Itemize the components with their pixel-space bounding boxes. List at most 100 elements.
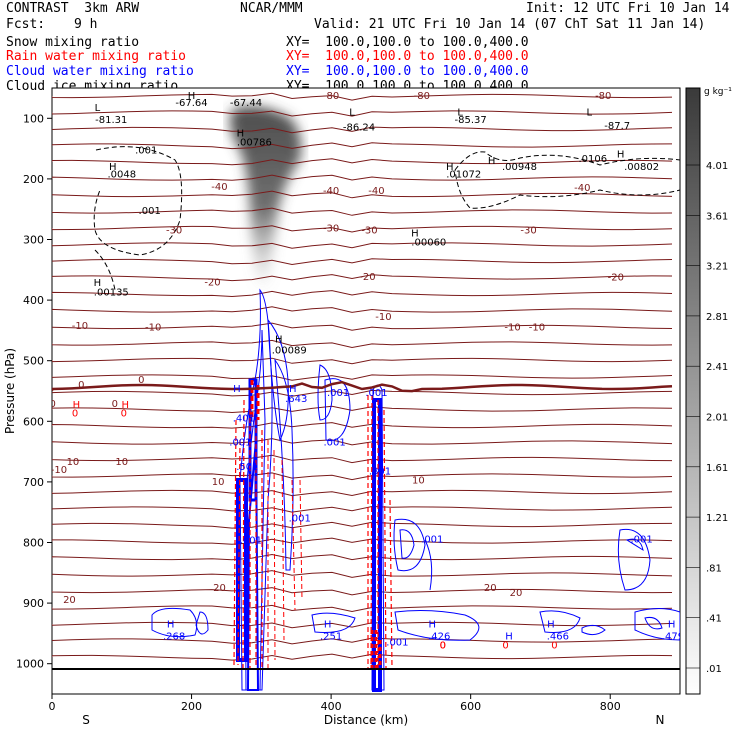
- extremum-label: H: [233, 384, 241, 395]
- extremum-label: H: [94, 278, 102, 289]
- isotherm-line: [52, 274, 673, 282]
- isotherm-line: [52, 290, 673, 298]
- field-xy-snow: XY= 100.0,100.0 to 100.0,400.0: [286, 35, 529, 50]
- extremum-label: .251: [320, 631, 342, 642]
- extremum-label: .001: [365, 388, 387, 399]
- isotherm-line: [52, 389, 673, 397]
- isotherm-line: [52, 570, 673, 578]
- colorbar-tick-label: 1.61: [706, 463, 728, 474]
- extremum-label: H: [122, 400, 130, 411]
- isotherm-line: [52, 92, 673, 101]
- contour-labels: -80 -80 -80 -40 -40 -40 -40 -30 -30 -30 -30 -20 -20 -…: [50, 91, 680, 652]
- valid-time: Valid: 21 UTC Fri 10 Jan 14 (07 ChT Sat …: [314, 17, 706, 32]
- extremum-label: .0048: [107, 170, 136, 181]
- rain-water-contours: [233, 380, 393, 669]
- temperature-label: 0: [50, 399, 56, 410]
- cloud-ice-contours: [93, 146, 680, 291]
- extremum-label: H: [505, 631, 513, 642]
- extremum-label: L: [95, 103, 101, 114]
- y-axis-title: Pressure (hPa): [3, 348, 17, 434]
- isotherm-line: [52, 126, 673, 134]
- isotherm-line: [52, 653, 673, 661]
- temperature-label: 20: [484, 583, 497, 594]
- extremum-label: H: [188, 91, 196, 102]
- extremum-label: .001: [139, 206, 161, 217]
- colorbar-tick-label: 1.21: [706, 513, 728, 524]
- isotherm-line: [52, 322, 673, 331]
- model-title: CONTRAST 3km ARW: [6, 1, 140, 16]
- extremum-label: .426: [428, 631, 450, 642]
- colorbar-tick-label: 2.41: [706, 362, 728, 373]
- isotherm-line: [52, 357, 673, 365]
- isotherm-line: [52, 454, 673, 464]
- isotherm-line: [52, 505, 673, 513]
- center-label: NCAR/MMM: [240, 1, 303, 16]
- temperature-label: -20: [204, 278, 220, 289]
- extremum-label: H: [429, 619, 437, 630]
- x-axis: 0 200 400 600 800: [49, 694, 621, 713]
- extremum-label: -86.24: [343, 122, 375, 133]
- extremum-label: H: [289, 384, 297, 395]
- temperature-label: -10: [504, 322, 520, 333]
- x-tick-label: 800: [600, 700, 621, 713]
- colorbar-unit: g kg⁻¹: [704, 87, 732, 97]
- y-tick-label: 700: [23, 476, 44, 489]
- colorbar-tick-label: 2.81: [706, 312, 728, 323]
- isotherm-line: [52, 225, 673, 233]
- colorbar-tick-label: 2.01: [706, 413, 728, 424]
- temperature-label: 20: [63, 595, 76, 606]
- field-xy-rain: XY= 100.0,100.0 to 100.0,400.0: [286, 49, 529, 64]
- y-tick-label: 500: [23, 355, 44, 368]
- isotherm-line: [52, 374, 673, 381]
- fcst-label: Fcst:: [6, 17, 46, 32]
- extremum-label: 0: [502, 641, 508, 652]
- y-axis: 100 200 300 400 500 600 700 800 900 1000: [16, 112, 52, 671]
- temperature-label: 20: [213, 583, 226, 594]
- isotherm-line: [52, 521, 673, 529]
- extremum-label: .001: [229, 438, 251, 449]
- temperature-label: -40: [323, 186, 339, 197]
- extremum-label: -81.31: [95, 115, 127, 126]
- end-label-south: S: [82, 713, 90, 727]
- y-tick-label: 200: [23, 173, 44, 186]
- cloud-water-contours: [151, 288, 680, 692]
- isotherm-line: [52, 553, 673, 561]
- field-name-cloud-water: Cloud water mixing ratio: [6, 64, 194, 79]
- zero-isotherm-line: [52, 380, 673, 393]
- colorbar-tick-label: .81: [706, 563, 722, 574]
- temperature-label: -20: [608, 273, 624, 284]
- field-name-rain: Rain water mixing ratio: [6, 49, 187, 64]
- isotherm-line: [52, 306, 673, 313]
- colorbar: [685, 87, 701, 695]
- extremum-label: H: [167, 619, 175, 630]
- temperature-label: 10: [212, 477, 225, 488]
- extremum-label: H: [275, 335, 283, 346]
- temperature-label: -10: [375, 312, 391, 323]
- temperature-label: -10: [529, 322, 545, 333]
- y-tick-label: 1000: [16, 658, 44, 671]
- extremum-label: H: [73, 400, 81, 411]
- extremum-label: .00786: [237, 138, 272, 149]
- extremum-label: .001: [630, 535, 652, 546]
- extremum-label: 0: [440, 641, 446, 652]
- extremum-label: .001: [327, 388, 349, 399]
- extremum-label: .501: [236, 462, 258, 473]
- isotherm-line: [52, 422, 673, 429]
- extremum-label: H: [237, 128, 245, 139]
- extremum-label: 0: [121, 408, 127, 419]
- extremum-label: 0: [440, 641, 446, 652]
- temperature-label: 20: [510, 588, 523, 599]
- temperature-label: 10: [115, 457, 128, 468]
- colorbar-tick-label: .01: [706, 664, 722, 675]
- extremum-label: .801: [369, 467, 391, 478]
- y-tick-label: 900: [23, 597, 44, 610]
- x-axis-title: Distance (km): [324, 713, 408, 727]
- extremum-label: -85.37: [455, 115, 487, 126]
- extremum-label: H: [488, 156, 496, 167]
- isotherm-line: [52, 621, 673, 629]
- extremum-label: .001: [240, 536, 262, 547]
- extremum-label: H: [547, 619, 555, 630]
- field-xy-cloud-water: XY= 100.0,100.0 to 100.0,400.0: [286, 64, 529, 79]
- extremum-label: .401: [233, 413, 255, 424]
- isotherm-lines: [52, 92, 673, 661]
